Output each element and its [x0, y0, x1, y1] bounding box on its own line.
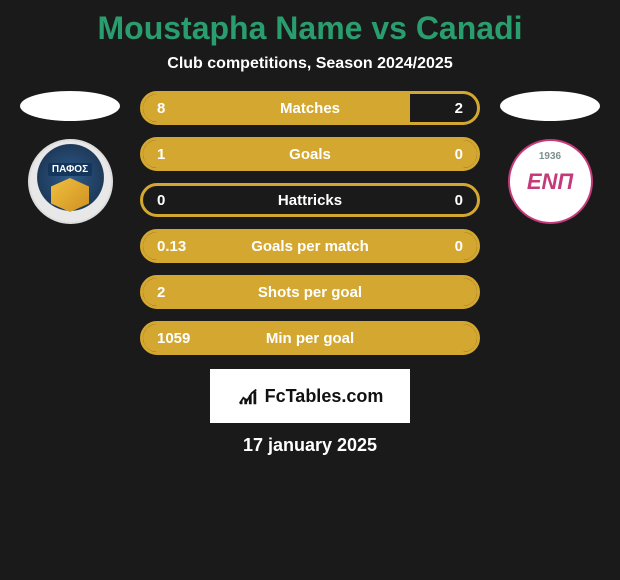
team-badge-right-year: 1936: [539, 151, 561, 162]
date-label: 17 january 2025: [243, 435, 377, 456]
stat-label: Min per goal: [266, 330, 354, 347]
stat-left-value: 0: [157, 192, 165, 209]
page-title: Moustapha Name vs Canadi: [98, 10, 523, 47]
stat-label: Goals: [289, 146, 331, 163]
stats-bars: 8 Matches 2 1 Goals 0 0 Hattricks 0 0.13 Goals per…: [140, 91, 480, 355]
comparison-panel: ΠΑΦΟΣ 8 Matches 2 1 Goals 0 0 Hattricks 0 0.13 Goa…: [0, 91, 620, 355]
stat-label: Hattricks: [278, 192, 342, 209]
team-badge-right-text: ΕΝΠ: [527, 169, 573, 195]
subtitle: Club competitions, Season 2024/2025: [167, 55, 452, 73]
shield-icon: [51, 178, 89, 212]
chart-icon: [237, 385, 259, 407]
stat-right-value: 0: [455, 238, 463, 255]
stat-left-value: 0.13: [157, 238, 186, 255]
left-side: ΠΑΦΟΣ: [20, 91, 120, 224]
stat-right-value: 0: [455, 146, 463, 163]
stat-bar: 0.13 Goals per match 0: [140, 229, 480, 263]
player-ellipse-right: [500, 91, 600, 121]
stat-left-value: 1059: [157, 330, 190, 347]
stat-left-value: 8: [157, 100, 165, 117]
footer-text: FcTables.com: [265, 386, 384, 407]
stat-label: Shots per goal: [258, 284, 362, 301]
team-badge-right: 1936 ΕΝΠ: [508, 139, 593, 224]
stat-label: Matches: [280, 100, 340, 117]
stat-left-value: 2: [157, 284, 165, 301]
stat-bar: 8 Matches 2: [140, 91, 480, 125]
stat-label: Goals per match: [251, 238, 369, 255]
footer-logo: FcTables.com: [210, 369, 410, 423]
team-badge-left-label: ΠΑΦΟΣ: [48, 163, 92, 176]
right-side: 1936 ΕΝΠ: [500, 91, 600, 224]
stat-right-value: 0: [455, 192, 463, 209]
stat-right-value: 2: [455, 100, 463, 117]
stat-bar: 2 Shots per goal: [140, 275, 480, 309]
team-badge-left: ΠΑΦΟΣ: [28, 139, 113, 224]
player-ellipse-left: [20, 91, 120, 121]
stat-bar: 1059 Min per goal: [140, 321, 480, 355]
stat-bar: 1 Goals 0: [140, 137, 480, 171]
stat-bar: 0 Hattricks 0: [140, 183, 480, 217]
stat-bar-fill: [143, 94, 410, 122]
stat-left-value: 1: [157, 146, 165, 163]
